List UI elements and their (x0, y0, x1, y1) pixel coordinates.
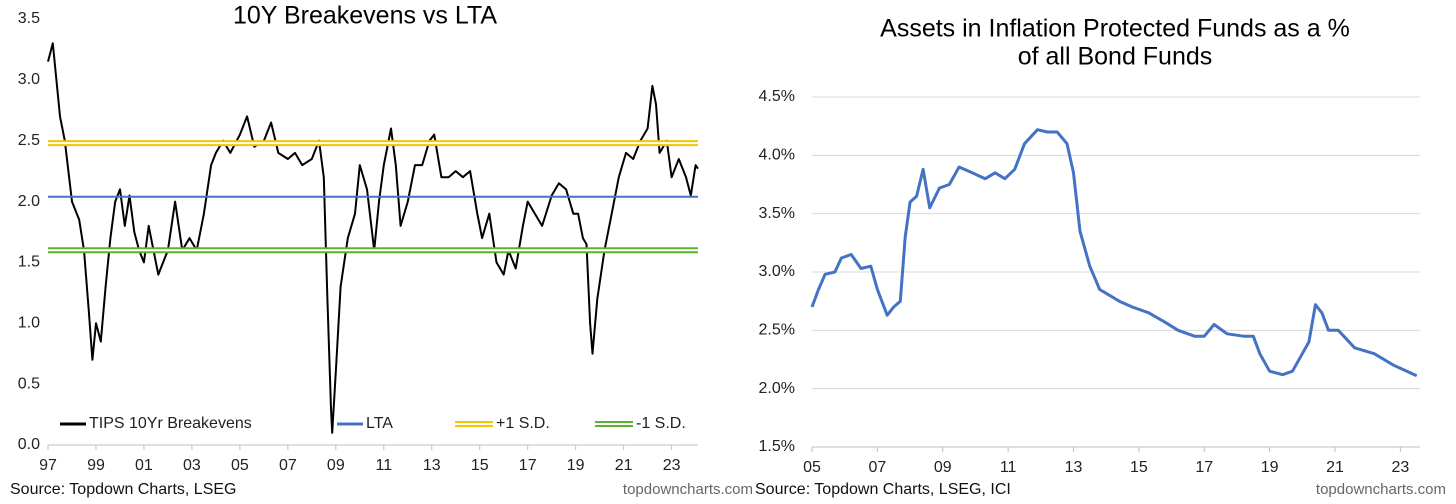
y-tick-label: 0.0 (18, 436, 40, 453)
x-tick-label: 07 (868, 459, 886, 476)
source: Source: Topdown Charts, LSEG (10, 481, 237, 498)
series-line (47, 42, 699, 434)
watermark: topdowncharts.com (623, 481, 753, 498)
x-tick-label: 19 (567, 457, 585, 474)
y-tick-label: 3.0 (18, 71, 40, 88)
y-tick-label: 3.5 (18, 10, 40, 27)
watermark: topdowncharts.com (1316, 481, 1446, 498)
x-tick-label: 17 (1195, 459, 1213, 476)
x-tick-label: 11 (375, 457, 392, 474)
x-tick-label: 19 (1261, 459, 1279, 476)
x-tick-label: 21 (1326, 459, 1344, 476)
x-tick-label: 05 (231, 457, 249, 474)
chart-title: of all Bond Funds (1018, 43, 1213, 71)
x-tick-label: 99 (87, 457, 105, 474)
y-tick-label: 3.5% (759, 205, 795, 222)
y-tick-label: 1.5 (18, 254, 40, 271)
x-tick-label: 13 (423, 457, 441, 474)
y-tick-label: 1.5% (759, 438, 795, 455)
x-tick-label: 09 (327, 457, 345, 474)
y-tick-label: 2.5 (18, 132, 40, 149)
y-tick-label: 4.5% (759, 88, 795, 105)
x-tick-label: 23 (1391, 459, 1409, 476)
series-line (810, 128, 1418, 378)
x-tick-label: 05 (803, 459, 821, 476)
x-tick-label: 15 (471, 457, 489, 474)
y-tick-label: 2.0 (18, 193, 40, 210)
legend-label: -1 S.D. (636, 415, 686, 432)
x-tick-label: 97 (39, 457, 57, 474)
legend-label: LTA (366, 415, 393, 432)
y-tick-label: 0.5 (18, 375, 40, 392)
x-tick-label: 09 (934, 459, 952, 476)
y-tick-label: 2.0% (759, 380, 795, 397)
x-tick-label: 13 (1065, 459, 1083, 476)
y-tick-label: 1.0 (18, 315, 40, 332)
y-tick-label: 3.0% (759, 263, 795, 280)
x-tick-label: 17 (519, 457, 537, 474)
x-tick-label: 07 (279, 457, 297, 474)
x-tick-label: 21 (615, 457, 633, 474)
x-tick-label: 15 (1130, 459, 1148, 476)
x-tick-label: 23 (663, 457, 681, 474)
y-tick-label: 4.0% (759, 147, 795, 164)
x-tick-label: 11 (1000, 459, 1017, 476)
x-tick-label: 01 (135, 457, 153, 474)
x-tick-label: 03 (183, 457, 201, 474)
chart-title: 10Y Breakevens vs LTA (233, 2, 497, 30)
y-tick-label: 2.5% (759, 322, 795, 339)
legend-label: TIPS 10Yr Breakevens (89, 415, 252, 432)
legend-label: +1 S.D. (496, 415, 550, 432)
source: Source: Topdown Charts, LSEG, ICI (755, 481, 1011, 498)
chart-title: Assets in Inflation Protected Funds as a… (880, 15, 1350, 43)
